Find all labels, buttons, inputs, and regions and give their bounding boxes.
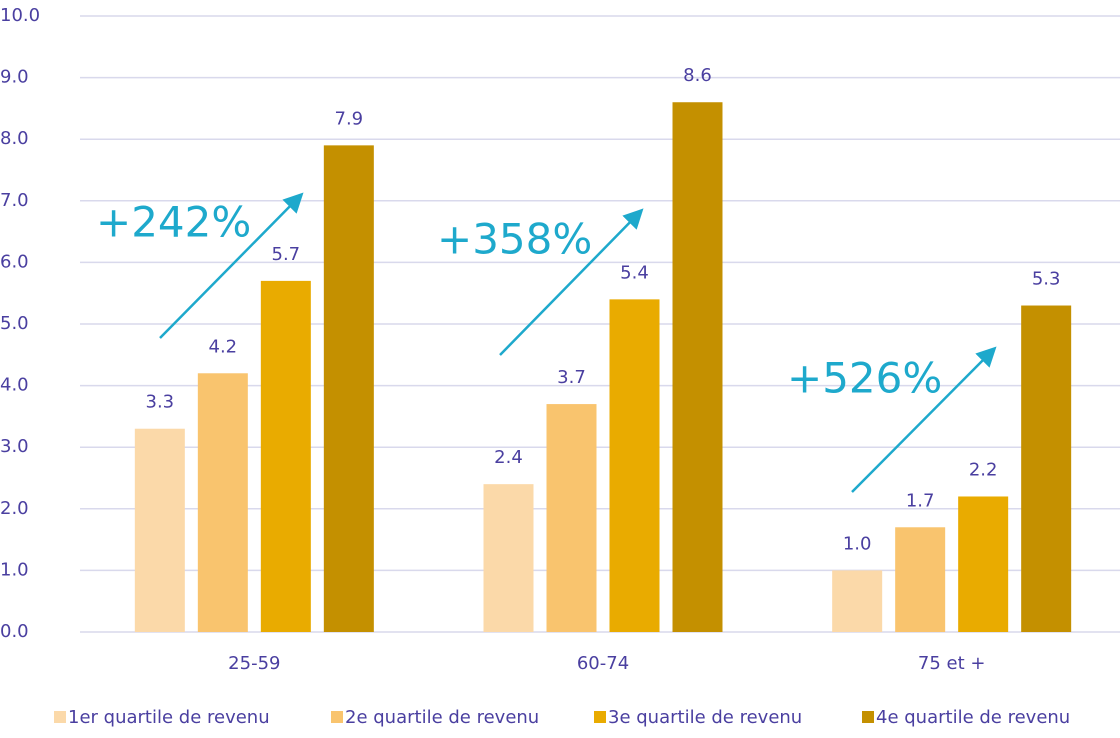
- data-label: 1.0: [843, 533, 872, 554]
- legend-label: 4e quartile de revenu: [876, 707, 1070, 728]
- bar: [134, 428, 185, 632]
- legend-label: 2e quartile de revenu: [345, 707, 539, 728]
- annotation: +358%: [437, 215, 592, 264]
- data-label: 1.7: [906, 490, 935, 511]
- bar: [483, 484, 534, 632]
- data-label: 5.3: [1032, 269, 1061, 290]
- bar: [260, 280, 311, 632]
- bar: [958, 496, 1009, 632]
- data-label: 3.3: [146, 392, 175, 413]
- data-label: 4.2: [209, 336, 238, 357]
- data-label: 5.4: [620, 262, 649, 283]
- data-label: 8.6: [683, 65, 712, 86]
- y-tick-label: 10.0: [0, 5, 40, 26]
- legend-swatch: [594, 711, 606, 723]
- legend-swatch: [862, 711, 874, 723]
- x-tick-label: 25-59: [228, 653, 280, 674]
- y-tick-label: 9.0: [0, 67, 29, 88]
- data-label: 2.2: [969, 459, 998, 480]
- bar: [672, 102, 723, 633]
- data-label: 3.7: [557, 367, 586, 388]
- data-label: 5.7: [272, 244, 301, 265]
- annotation: +242%: [96, 198, 251, 247]
- bar: [546, 404, 597, 632]
- y-tick-label: 8.0: [0, 128, 29, 149]
- y-tick-label: 1.0: [0, 559, 29, 580]
- legend-swatch: [331, 711, 343, 723]
- x-tick-label: 60-74: [577, 653, 629, 674]
- y-tick-label: 7.0: [0, 190, 29, 211]
- y-tick-label: 4.0: [0, 375, 29, 396]
- annotation: +526%: [787, 354, 942, 403]
- bar: [895, 527, 946, 632]
- legend-label: 3e quartile de revenu: [608, 707, 802, 728]
- data-label: 7.9: [335, 108, 364, 129]
- arrow: [499, 208, 644, 356]
- legend-label: 1er quartile de revenu: [68, 707, 270, 728]
- y-tick-label: 3.0: [0, 436, 29, 457]
- bar: [832, 570, 883, 632]
- bar: [197, 373, 248, 632]
- y-tick-label: 2.0: [0, 498, 29, 519]
- x-tick-label: 75 et +: [918, 653, 986, 674]
- bar: [609, 299, 660, 632]
- bar: [323, 145, 374, 633]
- legend-swatch: [54, 711, 66, 723]
- arrow: [851, 346, 997, 493]
- y-tick-label: 0.0: [0, 621, 29, 642]
- bar: [1021, 305, 1072, 632]
- data-label: 2.4: [494, 447, 523, 468]
- y-tick-label: 6.0: [0, 251, 29, 272]
- y-tick-label: 5.0: [0, 313, 29, 334]
- arrow: [159, 192, 304, 339]
